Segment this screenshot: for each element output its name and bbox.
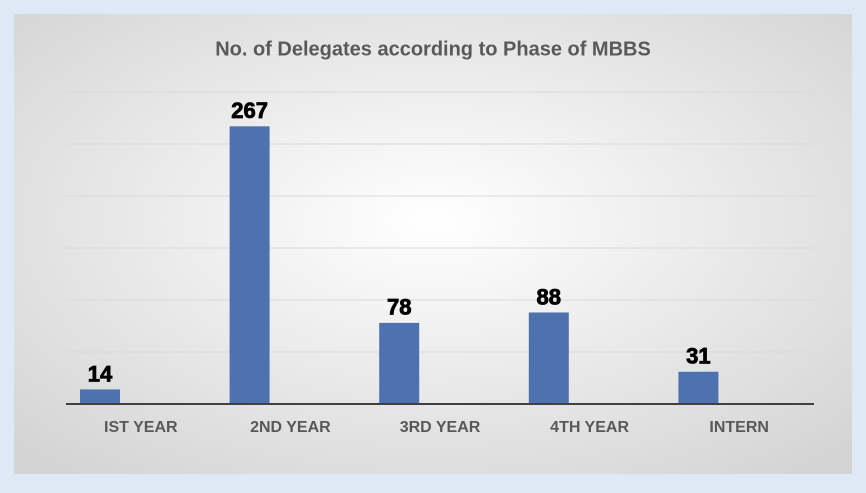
x-tick-label: IST YEAR [104, 419, 178, 436]
data-label: 78 [387, 295, 411, 320]
bar [229, 126, 270, 404]
data-label: 267 [231, 98, 268, 123]
data-label: 31 [686, 344, 710, 369]
x-tick-label: 2ND YEAR [250, 419, 331, 436]
x-tick-label: 3RD YEAR [400, 419, 481, 436]
x-tick-label: INTERN [709, 419, 769, 436]
bar [80, 389, 120, 404]
x-tick-label: 4TH YEAR [550, 419, 629, 436]
data-label: 88 [537, 284, 561, 309]
bar [379, 322, 420, 404]
bar [528, 312, 569, 404]
chart-title: No. of Delegates according to Phase of M… [215, 38, 651, 60]
bar [678, 371, 719, 404]
data-label: 14 [88, 361, 113, 386]
